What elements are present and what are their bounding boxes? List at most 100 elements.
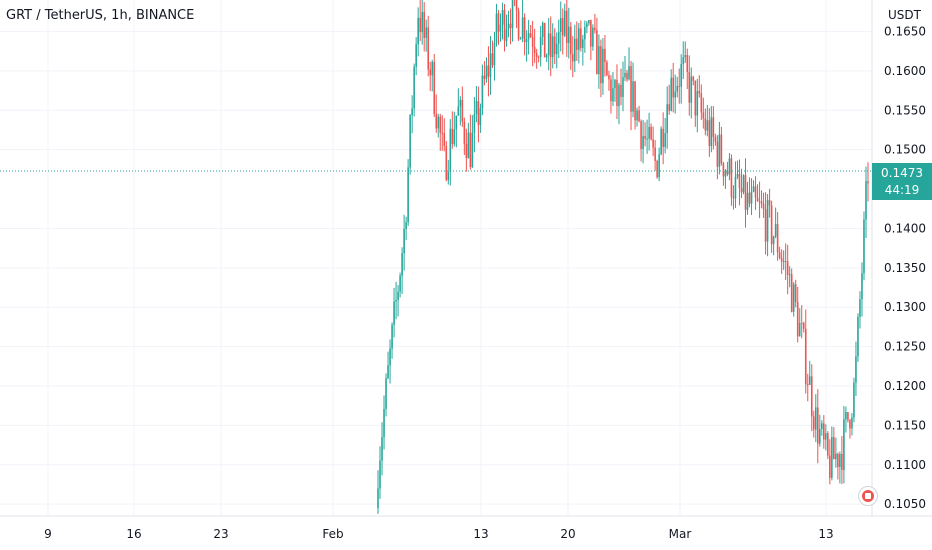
candle-body	[377, 488, 379, 509]
candle	[616, 64, 618, 120]
candle-body	[666, 104, 668, 134]
candle	[843, 406, 845, 484]
candle-body	[672, 77, 675, 98]
candle	[435, 94, 438, 133]
candle-body	[505, 28, 508, 41]
candle	[580, 20, 582, 52]
candle	[571, 36, 574, 78]
candle-body	[654, 147, 656, 161]
candle	[525, 30, 528, 62]
candle-body	[728, 158, 731, 175]
candle-body	[511, 0, 514, 29]
candle-body	[381, 437, 383, 461]
candle-body	[730, 158, 733, 198]
candle	[821, 420, 823, 436]
candle	[379, 446, 381, 499]
candle	[746, 181, 749, 215]
candle	[694, 80, 697, 127]
candle-body	[403, 229, 405, 254]
time-tick-label: 23	[213, 527, 228, 541]
candle	[509, 8, 512, 45]
candle-body	[417, 17, 419, 45]
candle	[851, 413, 853, 436]
candle-body	[533, 47, 536, 54]
candle	[748, 177, 751, 208]
candle-body	[445, 145, 448, 180]
candle	[543, 22, 546, 58]
candle	[660, 126, 662, 156]
candle-body	[387, 365, 389, 379]
candle	[443, 118, 446, 152]
candle-body	[523, 17, 526, 43]
candle-body	[493, 42, 496, 66]
candle	[688, 55, 691, 116]
candle-body	[688, 71, 691, 103]
candle	[517, 7, 520, 42]
candle	[559, 1, 562, 52]
candle	[576, 21, 578, 61]
tradingview-logo-icon[interactable]	[858, 486, 878, 506]
candle-body	[433, 61, 436, 115]
candle-body	[839, 454, 841, 468]
candle	[395, 281, 397, 320]
candle-body	[678, 85, 681, 87]
candle	[557, 19, 560, 59]
candle-body	[652, 139, 654, 148]
candle	[806, 373, 809, 402]
candle-body	[423, 11, 425, 38]
candle	[477, 86, 480, 143]
candle-body	[455, 115, 458, 130]
candle	[471, 115, 474, 168]
candle-body	[819, 428, 821, 444]
candle	[788, 266, 791, 288]
candle	[642, 120, 644, 164]
candle-body	[744, 175, 747, 210]
candle-body	[594, 27, 596, 31]
candle	[441, 115, 444, 151]
candle	[638, 105, 640, 123]
candle	[672, 62, 675, 113]
candle-body	[509, 23, 512, 29]
candle	[768, 188, 771, 218]
candle	[539, 25, 542, 67]
candle	[505, 14, 508, 47]
candle	[582, 34, 584, 66]
candle-body	[758, 200, 761, 202]
candle	[766, 194, 769, 257]
candle	[493, 31, 496, 81]
candle	[620, 68, 622, 106]
candle-body	[746, 192, 749, 210]
price-tick-label: 0.1300	[884, 300, 926, 314]
candle-body	[821, 423, 823, 429]
price-axis[interactable]: 0.1650 0.1600 0.1550 0.1500 0.1400 0.1350 0.13…	[884, 25, 926, 512]
candle-body	[393, 301, 395, 325]
candle-body	[668, 104, 670, 111]
symbol-title[interactable]: GRT / TetherUS, 1h, BINANCE	[6, 8, 195, 23]
candle-body	[720, 134, 723, 164]
candle	[839, 451, 841, 484]
candle	[640, 119, 642, 162]
candle	[561, 8, 564, 55]
time-axis[interactable]: 9 16 23 Feb 13 20 Mar 13	[44, 527, 833, 541]
candle	[503, 3, 506, 52]
candle-body	[640, 121, 642, 150]
candle-body	[778, 252, 781, 258]
candle	[467, 122, 470, 159]
candle	[608, 70, 610, 91]
candle	[437, 113, 440, 138]
candle-body	[788, 274, 791, 276]
candle-body	[750, 191, 753, 204]
candle	[644, 122, 646, 147]
candle-body	[553, 36, 556, 55]
candle	[602, 38, 604, 95]
candle	[796, 286, 799, 343]
candle-body	[674, 91, 677, 98]
candle-body	[800, 323, 803, 325]
candle-body	[391, 324, 393, 349]
candle-body	[662, 128, 664, 148]
candle-body	[696, 91, 699, 116]
candle-body	[547, 33, 550, 56]
candle-body	[825, 433, 827, 440]
